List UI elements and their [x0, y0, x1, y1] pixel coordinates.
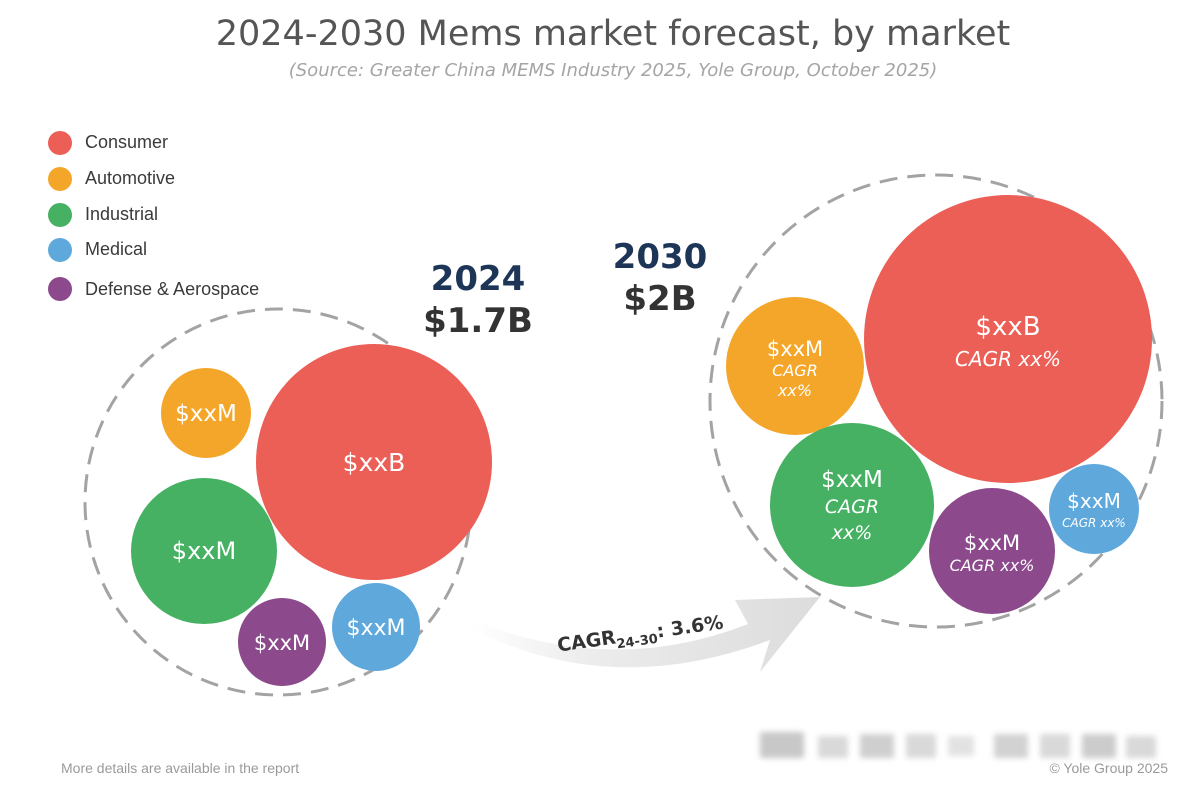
- legend-item-automotive: Automotive: [48, 167, 175, 191]
- bubble-label-line: $xxB: [343, 448, 406, 477]
- bubble-circle: [726, 297, 864, 435]
- bubble-label-line: CAGR xx%: [1062, 516, 1126, 530]
- bubble-label-line: $xxM: [346, 616, 405, 641]
- bubble-label-line: $xxM: [175, 401, 237, 427]
- bubble-label-line: xx%: [777, 381, 812, 400]
- bubble-2024-automotive: $xxM: [161, 368, 251, 458]
- legend-label: Consumer: [85, 132, 168, 152]
- bubble-2030-defense: $xxM CAGR xx%: [929, 488, 1055, 614]
- bubble-2024-consumer: $xxB: [256, 344, 492, 580]
- page-subtitle: (Source: Greater China MEMS Industry 202…: [289, 60, 938, 81]
- blurred-watermark: [760, 728, 1160, 762]
- year-2030: 2030: [613, 237, 708, 277]
- bubble-2024-industrial: $xxM: [131, 478, 277, 624]
- bubble-label-line: CAGR xx%: [955, 347, 1061, 371]
- bubble-circle: [770, 423, 934, 587]
- bubble-label-line: $xxM: [821, 467, 883, 493]
- bubble-2030-consumer: $xxB CAGR xx%: [864, 195, 1152, 483]
- legend-label: Industrial: [85, 204, 158, 224]
- bubble-label-line: xx%: [831, 522, 873, 544]
- bubble-label-line: $xxM: [254, 631, 310, 655]
- legend-label: Defense & Aerospace: [85, 279, 259, 299]
- bubble-label-line: CAGR xx%: [950, 556, 1035, 575]
- bubble-circle: [131, 478, 277, 624]
- footer-copyright: © Yole Group 2025: [1049, 760, 1168, 776]
- bubble-label-line: CAGR: [772, 361, 818, 380]
- legend-swatch: [48, 167, 72, 191]
- legend-item-medical: Medical: [48, 238, 147, 262]
- bubble-label-line: $xxM: [767, 337, 823, 361]
- footer-note: More details are available in the report: [61, 760, 300, 776]
- legend-swatch: [48, 203, 72, 227]
- cagr-subscript: 24-30: [616, 632, 659, 653]
- bubble-circle: [238, 598, 326, 686]
- bubble-label-line: $xxB: [975, 312, 1040, 342]
- bubble-circle: [161, 368, 251, 458]
- legend-label: Medical: [85, 239, 147, 259]
- total-2030: $2B: [623, 279, 696, 319]
- bubble-2030-automotive: $xxM CAGR xx%: [726, 297, 864, 435]
- group-2030: 2030 $2B $xxB CAGR xx% $xxM CAGR xx% $xx…: [613, 173, 1164, 629]
- growth-arrow: [470, 597, 820, 672]
- legend-swatch: [48, 131, 72, 155]
- bubble-label-line: CAGR: [825, 496, 879, 518]
- legend-swatch: [48, 277, 72, 301]
- legend-item-defense-aerospace: Defense & Aerospace: [48, 277, 259, 301]
- legend-label: Automotive: [85, 168, 175, 188]
- group-2024: 2024 $1.7B $xxB $xxM $xxM $xxM $xxM: [83, 259, 533, 697]
- bubble-circle: [256, 344, 492, 580]
- bubble-2030-industrial: $xxM CAGR xx%: [770, 423, 934, 587]
- year-2024: 2024: [431, 259, 526, 299]
- total-2024: $1.7B: [423, 301, 533, 341]
- bubble-2030-medical: $xxM CAGR xx%: [1049, 464, 1139, 554]
- bubble-label-line: $xxM: [964, 531, 1020, 555]
- legend-item-industrial: Industrial: [48, 203, 158, 227]
- bubble-circle: [1049, 464, 1139, 554]
- page-title: 2024-2030 Mems market forecast, by marke…: [216, 14, 1010, 54]
- bubble-label-line: $xxM: [172, 537, 236, 565]
- legend: Consumer Automotive Industrial Medical D…: [48, 131, 259, 301]
- legend-item-consumer: Consumer: [48, 131, 168, 155]
- outline-2030: [708, 173, 1164, 629]
- bubble-circle: [864, 195, 1152, 483]
- bubble-label-line: $xxM: [1067, 489, 1121, 513]
- bubble-circle: [332, 583, 420, 671]
- legend-swatch: [48, 238, 72, 262]
- bubble-2024-medical: $xxM: [332, 583, 420, 671]
- bubble-2024-defense: $xxM: [238, 598, 326, 686]
- bubble-circle: [929, 488, 1055, 614]
